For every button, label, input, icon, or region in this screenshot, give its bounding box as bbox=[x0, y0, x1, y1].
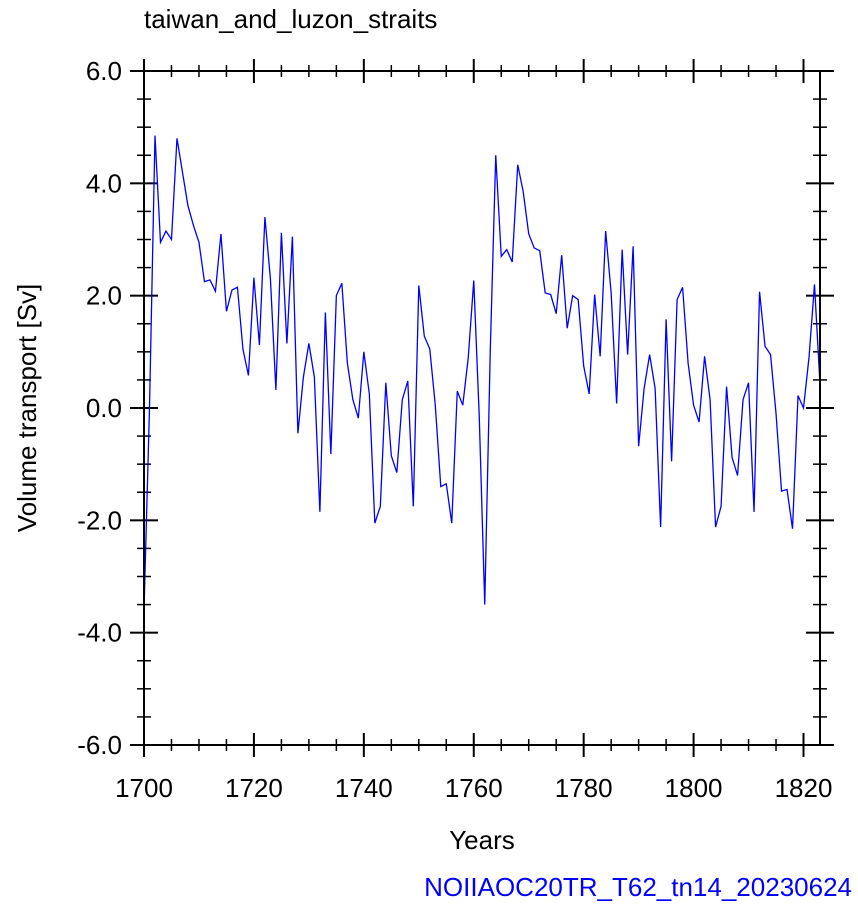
y-tick-label: -6.0 bbox=[77, 730, 122, 760]
x-tick-label: 1800 bbox=[665, 773, 723, 803]
axis-tick-labels: 1700 1720 1740 1760 1780 1800 1820 -6.0 -4.0 -2.0… bbox=[77, 56, 832, 803]
plot-frame bbox=[143, 70, 821, 746]
y-tick-label: -2.0 bbox=[77, 505, 122, 535]
x-tick-label: 1740 bbox=[335, 773, 393, 803]
y-tick-label: -4.0 bbox=[77, 618, 122, 648]
y-tick-label: 0.0 bbox=[86, 393, 122, 423]
axis-ticks bbox=[130, 59, 834, 757]
x-axis-label: Years bbox=[449, 825, 515, 855]
x-tick-label: 1720 bbox=[225, 773, 283, 803]
chart-title: taiwan_and_luzon_straits bbox=[144, 4, 438, 34]
run-id-credit: NOIIAOC20TR_T62_tn14_20230624 bbox=[424, 872, 852, 902]
x-tick-label: 1700 bbox=[115, 773, 173, 803]
x-tick-label: 1780 bbox=[555, 773, 613, 803]
series-line bbox=[143, 135, 821, 611]
x-tick-label: 1760 bbox=[445, 773, 503, 803]
x-tick-label: 1820 bbox=[775, 773, 833, 803]
y-tick-label: 4.0 bbox=[86, 168, 122, 198]
y-tick-label: 2.0 bbox=[86, 281, 122, 311]
y-tick-label: 6.0 bbox=[86, 56, 122, 86]
y-axis-label: Volume transport [Sv] bbox=[12, 284, 42, 533]
